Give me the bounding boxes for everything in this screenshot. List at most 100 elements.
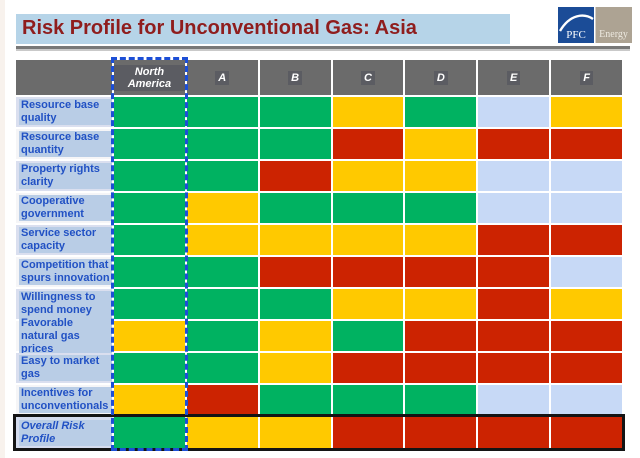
risk-cell-yellow (186, 417, 258, 448)
risk-cell-yellow (186, 225, 258, 255)
risk-cell-yellow (332, 161, 404, 191)
risk-cell-yellow (114, 385, 185, 415)
risk-cell-red (332, 129, 404, 159)
risk-cell-red (551, 129, 622, 159)
risk-cell-yellow (114, 321, 185, 351)
column-header-label: C (361, 70, 375, 85)
row-label: Willingness to spend money (16, 289, 112, 319)
risk-cell-red (186, 385, 258, 415)
row-label-text: Competition that spurs innovation (19, 259, 112, 285)
risk-cell-green (114, 257, 185, 287)
risk-cell-lightblue (478, 385, 550, 415)
risk-cell-green (259, 193, 331, 223)
page-edge-strip (0, 0, 5, 458)
row-label: Resource base quality (16, 97, 112, 127)
risk-cell-green (186, 321, 258, 351)
column-header-label: E (507, 70, 521, 85)
risk-cell-green (114, 161, 185, 191)
risk-cell-yellow (405, 289, 477, 319)
pfc-energy-logo-graphic: PFC Energy (558, 7, 632, 43)
risk-cell-green (259, 385, 331, 415)
risk-cell-red (405, 353, 477, 383)
risk-cell-red (259, 257, 331, 287)
risk-cell-green (114, 417, 185, 448)
row-label-text: Easy to market gas (19, 355, 112, 381)
risk-cell-green (186, 353, 258, 383)
risk-cell-red (478, 289, 550, 319)
risk-cell-yellow (405, 161, 477, 191)
column-header-label: North America (114, 64, 185, 91)
risk-cell-green (114, 193, 185, 223)
risk-cell-red (551, 353, 622, 383)
risk-cell-green (114, 353, 185, 383)
risk-cell-yellow (332, 289, 404, 319)
risk-cell-red (478, 321, 550, 351)
risk-cell-green (405, 97, 477, 127)
risk-matrix-table: North America A B C D E F Resource base quality… (13, 57, 625, 451)
row-label: Resource base quantity (16, 129, 112, 159)
risk-cell-yellow (551, 97, 622, 127)
row-label-text: Favorable natural gas prices (19, 316, 112, 356)
row-label-text: Resource base quality (19, 99, 112, 125)
risk-cell-green (259, 97, 331, 127)
risk-cell-green (332, 321, 404, 351)
column-header-label: D (433, 70, 448, 85)
column-header-label: F (580, 70, 593, 85)
page-title: Risk Profile for Unconventional Gas: Asi… (16, 14, 510, 44)
column-header-d: D (405, 60, 477, 95)
risk-cell-red (551, 225, 622, 255)
risk-cell-yellow (405, 225, 477, 255)
row-label-text: Overall Risk Profile (19, 419, 112, 446)
risk-cell-green (186, 289, 258, 319)
risk-cell-red (405, 257, 477, 287)
row-label-text: Willingness to spend money (19, 291, 112, 317)
risk-cell-yellow (186, 193, 258, 223)
risk-cell-lightblue (478, 161, 550, 191)
risk-cell-yellow (259, 417, 331, 448)
row-label-text: Property rights clarity (19, 163, 112, 189)
risk-cell-yellow (259, 353, 331, 383)
risk-cell-red (478, 257, 550, 287)
risk-cell-green (114, 97, 185, 127)
risk-cell-lightblue (551, 257, 622, 287)
row-label: Overall Risk Profile (16, 417, 112, 448)
row-label: Property rights clarity (16, 161, 112, 191)
risk-cell-red (405, 417, 477, 448)
risk-cell-lightblue (478, 193, 550, 223)
column-header-f: F (551, 60, 622, 95)
risk-cell-red (332, 353, 404, 383)
risk-cell-yellow (551, 289, 622, 319)
column-header-label: B (288, 70, 303, 85)
risk-cell-green (259, 289, 331, 319)
risk-cell-red (259, 161, 331, 191)
risk-cell-green (259, 129, 331, 159)
row-label-text: Incentives for unconventionals (19, 387, 112, 413)
row-label: Incentives for unconventionals (16, 385, 112, 415)
row-label-text: Service sector capacity (19, 227, 112, 253)
risk-cell-red (332, 257, 404, 287)
pfc-energy-logo: PFC Energy (558, 7, 632, 48)
column-header-c: C (332, 60, 404, 95)
logo-swoosh-icon (558, 14, 594, 32)
risk-cell-green (332, 193, 404, 223)
risk-cell-red (405, 321, 477, 351)
risk-cell-yellow (259, 225, 331, 255)
logo-text-energy: Energy (599, 29, 628, 40)
risk-cell-green (186, 257, 258, 287)
risk-cell-lightblue (478, 97, 550, 127)
title-divider (16, 46, 630, 51)
column-header-north-america: North America (114, 60, 185, 95)
row-label-text: Resource base quantity (19, 131, 112, 157)
risk-cell-yellow (332, 97, 404, 127)
column-header-a: A (186, 60, 258, 95)
risk-cell-green (405, 385, 477, 415)
risk-cell-red (551, 417, 622, 448)
risk-cell-lightblue (551, 385, 622, 415)
row-label: Easy to market gas (16, 353, 112, 383)
risk-cell-green (186, 129, 258, 159)
corner-header-cell (16, 60, 112, 95)
row-label: Favorable natural gas prices (16, 316, 112, 356)
row-label: Service sector capacity (16, 225, 112, 255)
risk-cell-lightblue (551, 193, 622, 223)
risk-cell-green (114, 225, 185, 255)
